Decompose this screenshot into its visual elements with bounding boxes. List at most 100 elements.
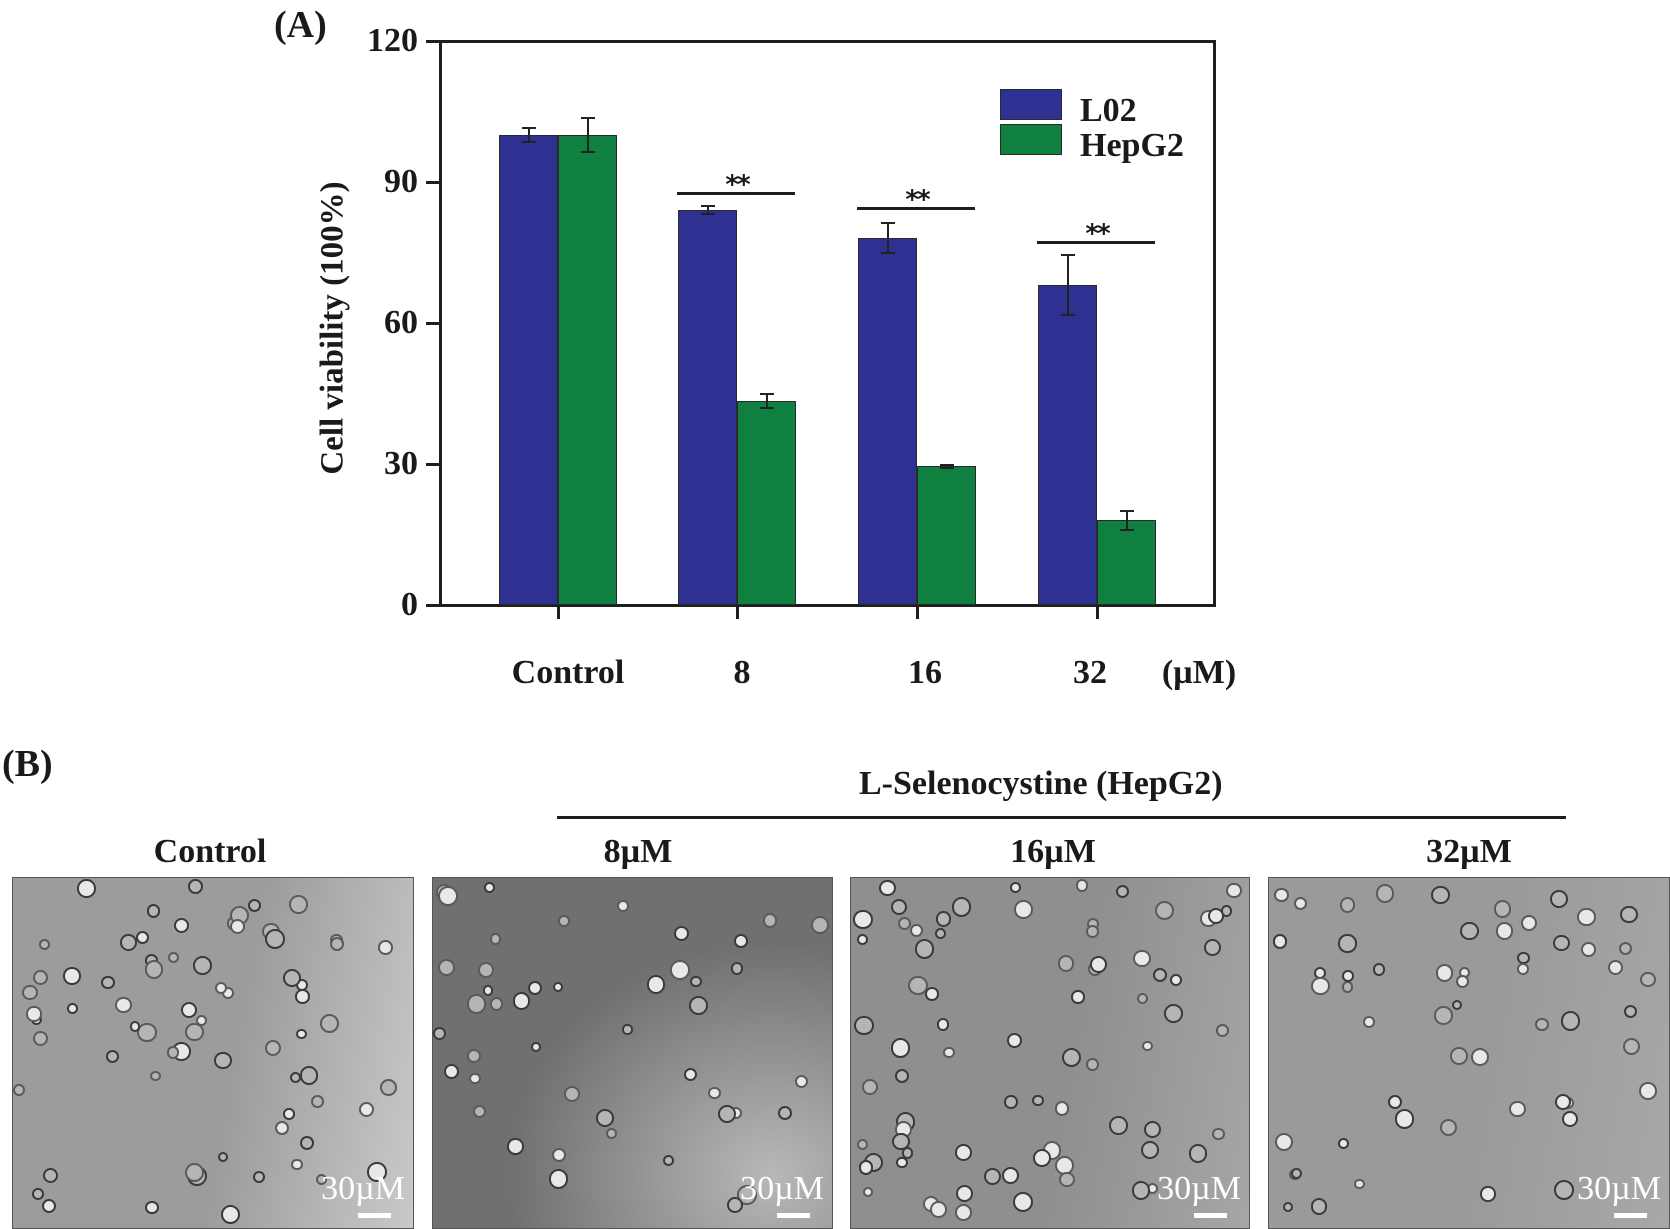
error-bar [586,118,589,152]
cell [67,1002,78,1014]
cell [1549,889,1568,908]
error-bar-cap [939,466,954,469]
cell [1207,907,1225,924]
cell [1553,934,1570,952]
cell [762,913,778,928]
cell [1071,990,1085,1004]
cell [129,1020,141,1032]
cell [1272,933,1288,949]
cell [737,1185,757,1205]
cell [1339,896,1356,913]
cell [734,934,749,948]
cell [1282,1201,1293,1212]
scale-bar-label: 30µM [1577,1170,1661,1207]
cell [564,1086,581,1102]
cell [218,1152,229,1163]
cell [76,878,96,898]
cell [1624,1004,1638,1019]
error-bar-cap [759,392,774,395]
bar-l02-control [499,135,558,605]
cell [438,885,459,906]
cell [914,939,934,959]
cell [229,918,246,935]
cell [472,1104,487,1119]
cell [853,1015,874,1036]
x-tick [736,605,739,619]
cell [1521,914,1538,932]
cell [1311,977,1330,996]
cell [248,898,262,912]
cell [1618,941,1633,956]
cell [896,1156,908,1169]
cell [1136,992,1149,1005]
error-bar [945,464,948,468]
cell [214,981,227,994]
legend-swatch-hepg2 [1000,124,1062,155]
x-tick-label: 8 [733,654,751,691]
cell [1141,1140,1160,1159]
image-label-16um: 16µM [1010,833,1096,870]
cell [1075,879,1089,892]
cell [1608,959,1624,976]
cell [717,1104,737,1123]
cell [1152,967,1167,982]
bar-l02-32 [1038,285,1097,605]
cell [1115,885,1129,899]
cell [1226,883,1242,899]
cell [166,1046,180,1059]
cell [296,1028,307,1040]
cell [862,1187,873,1198]
cell [1032,1148,1052,1168]
cell [548,1169,569,1189]
cell [891,898,908,915]
cell [105,1050,119,1064]
error-bar-cap [700,212,715,215]
scale-bar [358,1213,391,1218]
cell [1509,1100,1526,1118]
cell [483,882,495,894]
cell [810,915,829,934]
cell [674,926,690,942]
cell [135,930,150,945]
treatment-group-title: L-Selenocystine (HepG2) [859,765,1223,802]
x-tick-label: 16 [908,654,942,691]
cell [1144,1121,1162,1139]
cell [894,1069,909,1084]
cell [185,1022,204,1042]
cell [1342,969,1354,982]
cell [1013,1192,1034,1213]
cell [367,1161,387,1182]
cell [1495,922,1514,941]
cell [145,1200,159,1215]
cell [137,1022,157,1043]
error-bar [1066,255,1069,316]
cell [214,1051,232,1070]
cell [33,1030,49,1047]
y-tick-label: 60 [384,304,418,341]
y-tick [426,181,440,184]
cell [1014,900,1034,919]
cell [319,1013,340,1034]
cell [622,1024,633,1035]
cell [180,1002,197,1019]
cell [1372,963,1386,977]
cell [1561,1110,1578,1127]
legend-label-l02: L02 [1080,92,1137,129]
cell [1310,1197,1328,1215]
cell [32,1187,44,1200]
cell [184,1163,205,1183]
error-bar [527,127,530,143]
cell [683,1067,698,1082]
cell [26,1006,42,1022]
cell [378,940,393,955]
cell [1493,900,1512,918]
cell [39,939,50,951]
cell [646,975,666,994]
cell [890,1037,911,1058]
cell [1455,974,1469,988]
cell [925,987,939,1001]
cell [1622,1037,1640,1055]
x-tick-label: Control [511,654,625,691]
cell [252,1170,266,1183]
x-tick-label: 32 [1073,654,1107,691]
